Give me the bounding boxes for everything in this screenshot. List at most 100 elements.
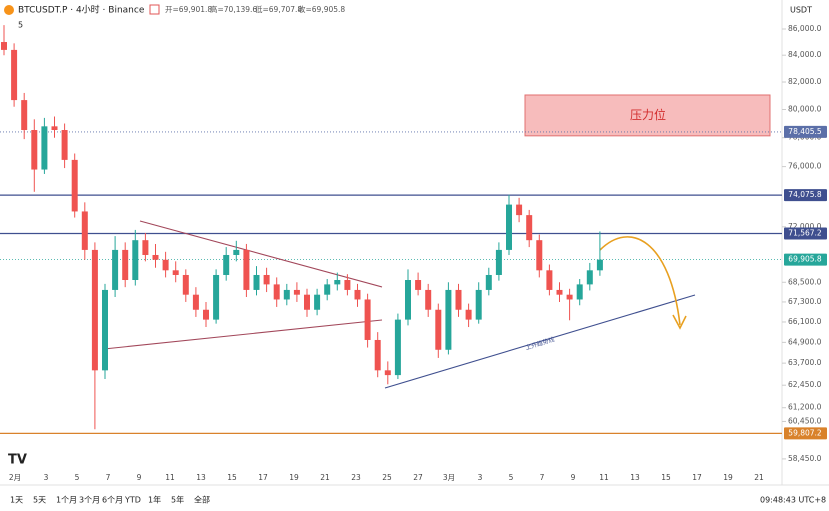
x-tick-label: 5: [509, 473, 514, 482]
x-tick-label: 3月: [443, 473, 455, 482]
resistance-zone: [524, 94, 771, 137]
x-tick-label: 11: [599, 473, 609, 482]
candle-body: [122, 249, 129, 281]
candle-body: [455, 289, 462, 310]
candle-body: [405, 280, 411, 320]
timeframe-button[interactable]: 5天: [33, 496, 46, 505]
candle-body: [546, 270, 553, 290]
ohlc: 收=69,905.8: [298, 4, 345, 14]
timeframe-button[interactable]: 3个月: [79, 496, 100, 505]
price-label: 71,567.2: [788, 229, 822, 238]
x-tick-label: 13: [630, 473, 640, 482]
price-label-box: [784, 253, 827, 266]
candle-body: [354, 289, 361, 300]
candle-body: [536, 240, 543, 271]
candle-body: [182, 274, 189, 295]
x-tick-label: 7: [106, 473, 111, 482]
ohlc: 高=70,139.6: [210, 4, 257, 14]
candle-body: [112, 249, 119, 290]
timeframe-button[interactable]: 5年: [171, 495, 184, 505]
candle-body: [152, 254, 159, 260]
candle-body: [586, 270, 593, 285]
candle-body: [283, 289, 290, 300]
timeframe-button[interactable]: 1天: [10, 496, 23, 505]
candle-body: [11, 49, 18, 101]
y-tick-label: 82,000.0: [788, 77, 822, 86]
x-tick-label: 25: [382, 473, 392, 482]
candle-body: [142, 240, 149, 255]
x-tick-label: 2月: [9, 473, 21, 482]
y-tick-label: 63,700.0: [788, 358, 822, 367]
candle-body: [223, 254, 230, 275]
timeframe-button[interactable]: 全部: [194, 495, 210, 505]
zone-label: 压力位: [630, 107, 666, 122]
x-tick-label: 21: [320, 473, 330, 482]
candle-body: [51, 126, 58, 131]
candle-body: [435, 309, 442, 350]
flag-icon: [149, 4, 160, 15]
candle-body: [415, 280, 422, 290]
candle-body: [192, 294, 199, 310]
price-label-box: [784, 125, 827, 138]
candle-body: [253, 274, 260, 290]
price-label: 69,905.8: [788, 255, 822, 264]
candle-body: [213, 274, 220, 320]
y-tick-label: 61,200.0: [788, 403, 822, 412]
candle-body: [344, 280, 351, 290]
candle-body: [41, 126, 48, 170]
x-tick-label: 13: [196, 473, 206, 482]
candle-body: [293, 289, 300, 295]
y-tick-label: 66,100.0: [788, 317, 822, 326]
x-tick-label: 23: [351, 473, 361, 482]
candle-body: [475, 289, 482, 320]
timeframe-button[interactable]: 1年: [148, 495, 161, 505]
candle-body: [21, 100, 28, 131]
y-tick-label: 68,500.0: [788, 277, 822, 286]
candle-body: [394, 319, 401, 376]
candle-body: [203, 309, 209, 320]
candle-body: [162, 259, 169, 271]
candle-body: [61, 130, 68, 160]
trend-line: [384, 294, 696, 389]
y-tick-label: 58,450.0: [788, 454, 822, 463]
x-tick-label: 21: [754, 473, 764, 482]
price-label-box: [784, 227, 827, 240]
x-tick-label: 3: [478, 473, 483, 482]
indicator: 5: [18, 21, 23, 30]
x-tick-label: 11: [165, 473, 175, 482]
candle-body: [374, 339, 381, 371]
y-tick-label: 60,450.0: [788, 416, 822, 425]
x-tick-label: 3: [44, 473, 49, 482]
candle-body: [485, 274, 492, 290]
candle-body: [31, 130, 38, 170]
y-tick-label: 64,900.0: [788, 337, 822, 346]
price-label-box: [784, 427, 827, 440]
ohlc: 低=69,707.8: [255, 4, 302, 14]
candle-body: [556, 289, 563, 295]
price-label: 78,405.5: [788, 127, 822, 136]
candle-body: [364, 299, 371, 340]
candle-body: [102, 289, 108, 371]
x-tick-label: 9: [571, 473, 576, 482]
candle-body: [576, 284, 583, 300]
timeframe-button[interactable]: YTD: [124, 496, 141, 505]
x-tick-label: 15: [227, 473, 237, 482]
candle-body: [81, 211, 88, 250]
y-tick-label: 86,000.0: [788, 24, 822, 33]
candle-body: [324, 284, 331, 295]
timeframe-button[interactable]: 1个月: [56, 496, 77, 505]
symbol: BTCUSDT.P · 4小时 · Binance: [18, 4, 145, 16]
x-tick-label: 27: [413, 473, 423, 482]
candle-body: [516, 204, 523, 216]
y-tick-label: 76,000.0: [788, 162, 822, 171]
forecast-arrow: [599, 236, 681, 326]
candle-body: [314, 294, 321, 310]
x-tick-label: 15: [661, 473, 671, 482]
timeframe-button[interactable]: 6个月: [102, 496, 123, 505]
candle-body: [425, 289, 432, 310]
candle-body: [71, 159, 78, 212]
candle-body: [91, 249, 98, 371]
candle-body: [304, 294, 310, 310]
